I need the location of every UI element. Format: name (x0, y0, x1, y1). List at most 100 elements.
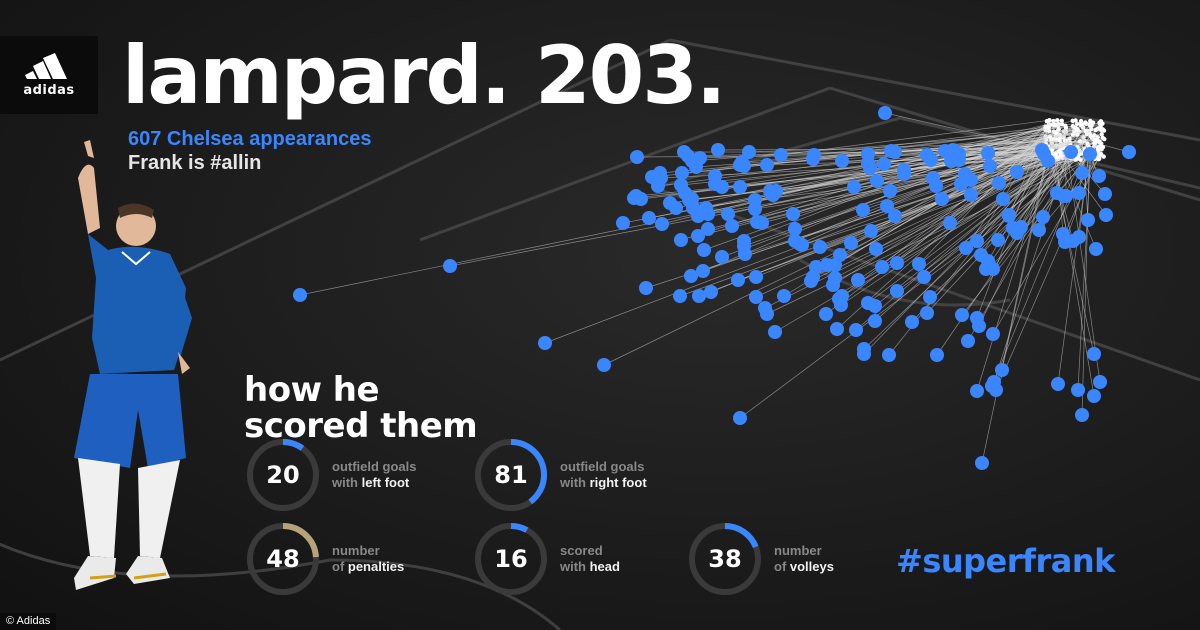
shot-origin-dot (677, 145, 691, 159)
shot-origin-dot (869, 242, 883, 256)
shot-origin-dot (835, 154, 849, 168)
goal-endpoint (1098, 127, 1104, 133)
section-title-line1: how he (244, 370, 380, 410)
stat-item: 20 outfield goals with left foot (244, 436, 417, 514)
stat-ring-fill (247, 523, 319, 595)
shot-origin-dot (793, 237, 807, 251)
goal-endpoint (1083, 120, 1088, 125)
shot-origin-dot (863, 161, 877, 175)
headline: lampard. 203. (122, 29, 726, 122)
shot-origin-dot (708, 169, 722, 183)
shot-origin-dot (642, 211, 656, 225)
shot-trajectory (855, 148, 1068, 331)
shot-origin-dot (788, 222, 802, 236)
goal-endpoint (1094, 138, 1099, 144)
shot-origin-dot (721, 207, 735, 221)
shot-origin-dot (847, 180, 861, 194)
shot-trajectory (952, 127, 1076, 151)
shot-origin-dot (890, 284, 904, 298)
shot-origin-dot (731, 273, 745, 287)
stat-ring: 81 (472, 436, 550, 514)
shot-origin-dot (884, 144, 898, 158)
shot-origin-dot (809, 260, 823, 274)
shot-origin-dot (692, 289, 706, 303)
shot-origin-dot (749, 290, 763, 304)
stat-ring-fill (247, 439, 319, 511)
shot-origin-dot (959, 241, 973, 255)
stat-label-line1: outfield goals (560, 459, 645, 474)
shot-origin-dot (1036, 210, 1050, 224)
logo-wordmark: adidas (23, 82, 75, 98)
player-silhouette (74, 140, 192, 590)
shot-origin-dot (970, 234, 984, 248)
shot-origin-dot (992, 176, 1006, 190)
shot-origin-dot (890, 256, 904, 270)
shot-origin-dot (883, 184, 897, 198)
stat-value: 38 (708, 545, 742, 573)
shot-trajectory (1050, 139, 1095, 397)
goal-endpoint (1073, 125, 1079, 131)
section-title: how he scored them (244, 370, 478, 446)
shot-origin-dot (733, 411, 747, 425)
goal-endpoint (1088, 133, 1093, 139)
shot-trajectory (995, 146, 1104, 391)
section-title-line2: scored them (244, 406, 478, 446)
stat-item: 16 scored with head (472, 520, 620, 598)
shot-origin-dot (1010, 165, 1024, 179)
shot-origin-dot (930, 348, 944, 362)
shot-origin-dot (983, 159, 997, 173)
shot-trajectory (799, 132, 1057, 245)
shot-origin-dot (926, 171, 940, 185)
shot-origin-dot (701, 222, 715, 236)
shot-origin-dot (630, 150, 644, 164)
shot-origin-dot (733, 180, 747, 194)
hashtag: #superfrank (896, 542, 1115, 580)
shot-origin-dot (669, 201, 683, 215)
shot-origin-dot (864, 224, 878, 238)
shot-trajectory (1063, 131, 1101, 383)
shot-origin-dot (1002, 208, 1016, 222)
stat-value: 16 (494, 545, 528, 573)
goal-endpoint (1093, 127, 1098, 133)
shot-origin-dot (828, 258, 842, 272)
goal-endpoint (1057, 148, 1062, 154)
shot-origin-dot (597, 358, 611, 372)
shot-origin-dot (1098, 187, 1112, 201)
shot-origin-dot (768, 325, 782, 339)
progress-ring-icon (247, 439, 319, 511)
goal-endpoint (1095, 147, 1101, 153)
shot-origin-dot (1041, 154, 1055, 168)
shot-origin-dot (1081, 213, 1095, 227)
shot-origin-dot (1087, 389, 1101, 403)
stat-label: number of penalties (332, 543, 404, 575)
goal-endpoint (1059, 122, 1065, 127)
shot-trajectory (992, 156, 1097, 335)
stat-label-highlight: penalties (347, 559, 405, 574)
goal-endpoint (1052, 122, 1057, 127)
stat-value: 20 (266, 461, 300, 489)
stat-label: scored with head (560, 543, 620, 575)
shot-origin-dot (832, 292, 846, 306)
shot-origin-dot (674, 233, 688, 247)
shot-trajectory (780, 119, 1050, 156)
shot-origin-dot (1010, 226, 1024, 240)
shot-origin-dot (704, 285, 718, 299)
shot-origin-dot (975, 456, 989, 470)
shot-origin-dot (917, 270, 931, 284)
shot-origin-dot (970, 311, 984, 325)
shot-trajectory (813, 122, 1086, 156)
shot-trajectory (774, 148, 1085, 333)
progress-ring-icon (689, 523, 761, 595)
shot-origin-dot (920, 148, 934, 162)
stat-item: 48 number of penalties (244, 520, 404, 598)
shot-origin-dot (725, 219, 739, 233)
shot-origin-dot (861, 296, 875, 310)
shot-trajectory (896, 158, 1079, 292)
shot-origin-dot (786, 207, 800, 221)
shot-trajectory (840, 158, 1058, 306)
adidas-stripes-icon (25, 52, 67, 79)
shot-origin-dot (1075, 166, 1089, 180)
shot-origin-dot (964, 188, 978, 202)
shot-origin-dot (293, 288, 307, 302)
